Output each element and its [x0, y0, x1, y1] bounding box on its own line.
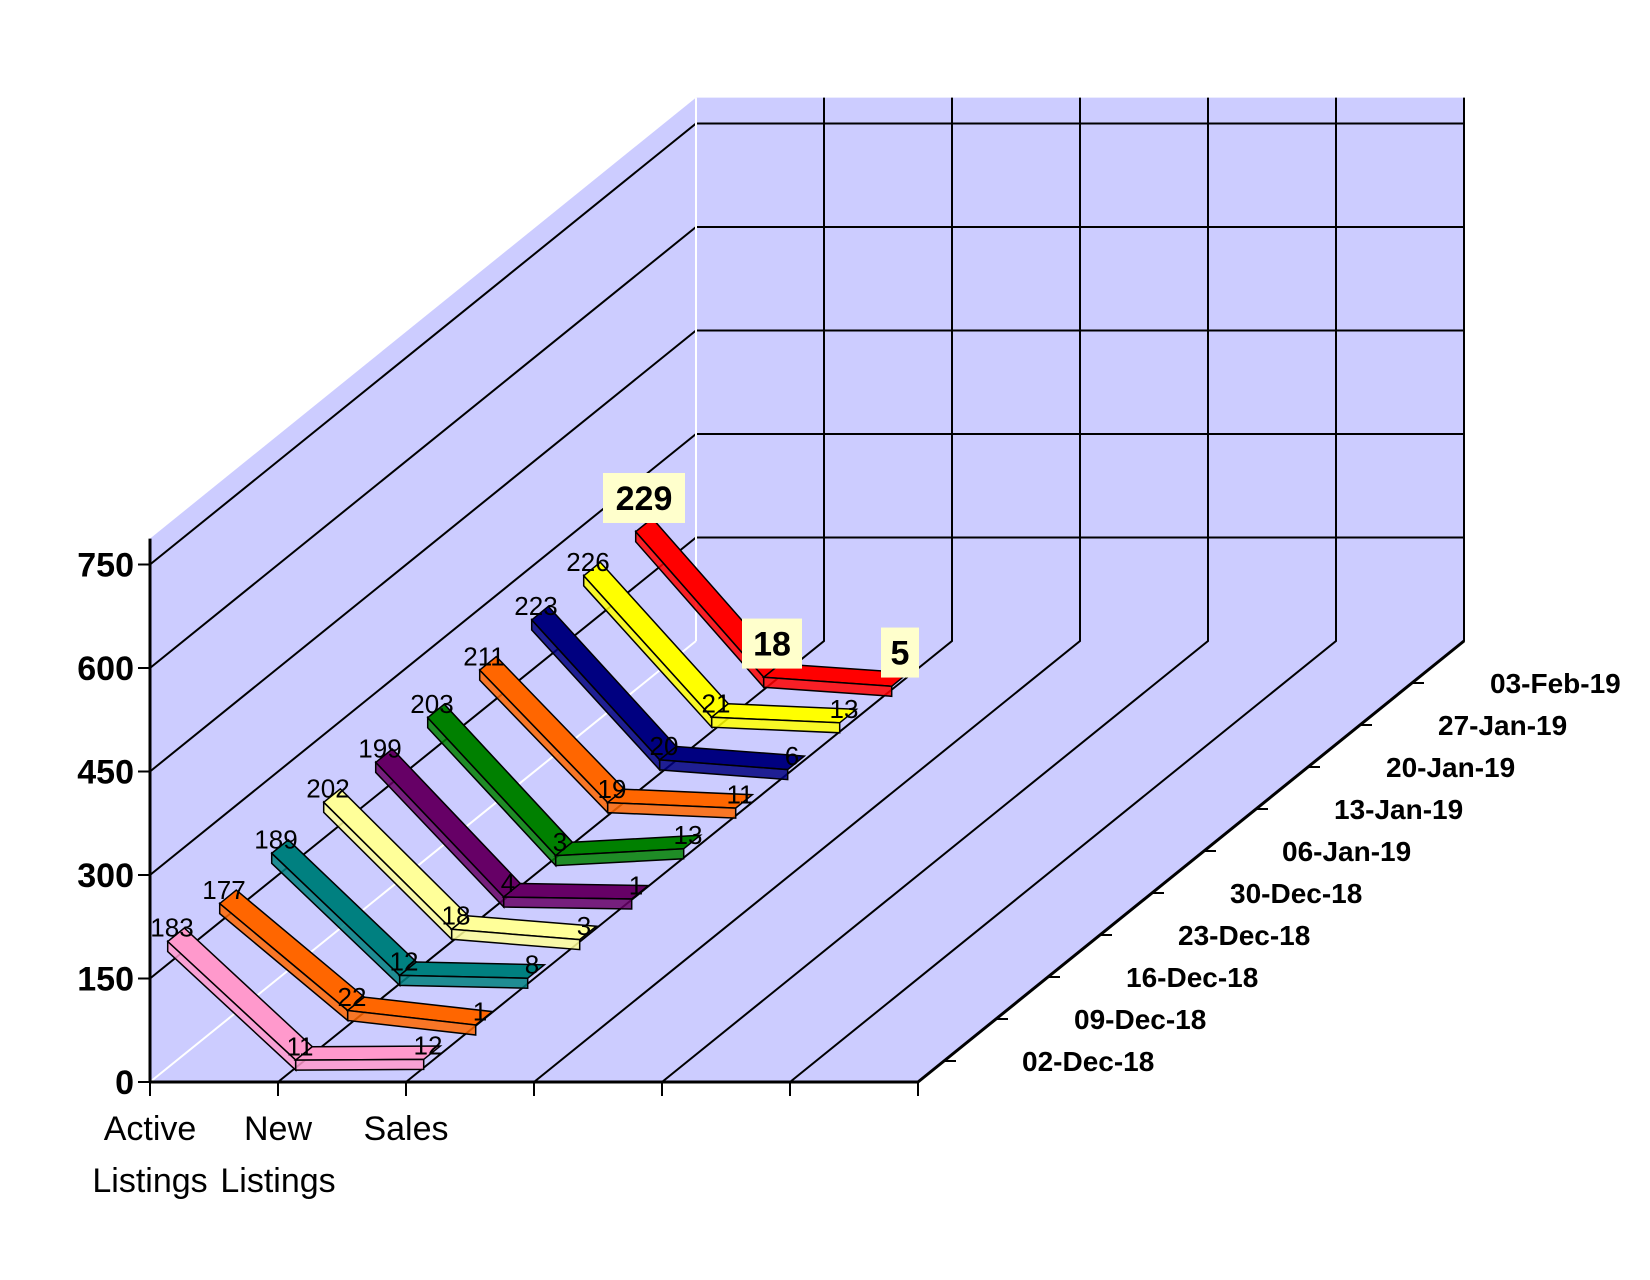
data-label-box [742, 618, 802, 669]
data-label: 1 [473, 996, 487, 1026]
data-label: 3 [553, 827, 567, 857]
depth-axis-label: 03-Feb-19 [1490, 668, 1621, 699]
depth-axis-label: 23-Dec-18 [1178, 920, 1310, 951]
data-label: 22 [338, 982, 367, 1012]
depth-axis-label: 02-Dec-18 [1022, 1046, 1154, 1077]
category-gridline [533, 97, 1081, 1083]
data-label: 12 [414, 1031, 443, 1061]
data-label: 6 [785, 741, 799, 771]
depth-axis-label: 30-Dec-18 [1230, 878, 1362, 909]
y-tick-label: 450 [77, 754, 134, 792]
depth-axis-label: 20-Jan-19 [1386, 752, 1515, 783]
depth-axis-label: 27-Jan-19 [1438, 710, 1567, 741]
data-label: 211 [463, 641, 504, 671]
data-label: 18 [442, 901, 471, 931]
data-label: 20 [650, 731, 679, 761]
y-tick-label: 750 [77, 547, 134, 585]
data-label-box [603, 472, 685, 523]
depth-axis-label: 06-Jan-19 [1282, 836, 1411, 867]
ribbon-edge [710, 716, 841, 734]
x-category-label: Sales [363, 1110, 448, 1148]
y-tick-label: 300 [77, 857, 134, 895]
y-tick-label: 600 [77, 650, 134, 688]
depth-axis-label: 16-Dec-18 [1126, 962, 1258, 993]
ribbon-edge [398, 974, 529, 989]
x-category-label: Listings [220, 1162, 335, 1200]
ribbon-edge [658, 759, 789, 781]
ribbon-edge [606, 801, 737, 819]
ribbon-edge [502, 896, 633, 910]
category-gridline [661, 97, 1209, 1083]
data-label: 5 [891, 635, 910, 673]
data-label: 3 [577, 911, 591, 941]
y-tick-label: 150 [77, 961, 134, 999]
data-label: 11 [727, 779, 754, 809]
data-label: 202 [306, 774, 349, 804]
ribbon-edge [554, 848, 685, 867]
data-label: 12 [390, 947, 419, 977]
data-label: 199 [358, 734, 401, 764]
y-tick-label: 0 [115, 1064, 134, 1102]
ribbon-edge [450, 928, 581, 951]
data-label: 8 [525, 949, 539, 979]
category-gridline [405, 97, 953, 1083]
data-label: 177 [202, 875, 245, 905]
data-label: 18 [753, 626, 791, 664]
x-category-label: New [244, 1110, 312, 1148]
category-gridline [789, 97, 1337, 1083]
data-label: 189 [254, 825, 297, 855]
data-label: 229 [616, 480, 673, 518]
data-label: 13 [674, 820, 703, 850]
ribbon-edge [294, 1058, 425, 1071]
depth-axis-line [917, 639, 1465, 1084]
ribbon-edge [346, 1009, 477, 1036]
data-label: 21 [702, 689, 731, 719]
x-category-label: Active [104, 1110, 197, 1148]
left-wall [150, 97, 696, 1083]
x-category-label: Listings [92, 1162, 207, 1200]
data-label: 223 [514, 591, 557, 621]
data-label: 4 [501, 868, 515, 898]
data-label: 19 [598, 774, 627, 804]
data-label: 226 [566, 547, 609, 577]
data-label: 183 [150, 913, 193, 943]
depth-axis-label: 13-Jan-19 [1334, 794, 1463, 825]
data-label: 203 [410, 689, 453, 719]
data-label-box [881, 627, 919, 678]
data-label: 13 [830, 694, 859, 724]
ribbon-edge [762, 676, 893, 698]
data-label: 1 [629, 870, 643, 900]
data-label: 11 [287, 1031, 314, 1061]
depth-axis-label: 09-Dec-18 [1074, 1004, 1206, 1035]
